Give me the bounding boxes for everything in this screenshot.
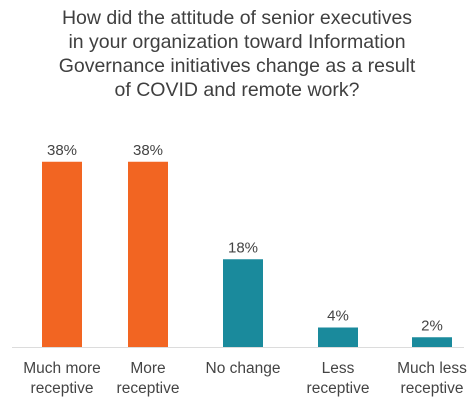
value-label-3: 18% <box>228 239 258 256</box>
value-labels-group: 38% 38% 18% 4% 2% <box>47 142 443 335</box>
bar-4 <box>318 327 358 347</box>
category-label-1-line-1: Much more <box>23 360 101 377</box>
category-label-2-line-2: receptive <box>117 380 180 397</box>
category-label-5-line-1: Much less <box>397 360 467 377</box>
value-label-5: 2% <box>421 317 443 334</box>
bars-group <box>42 161 452 347</box>
chart-title-line-1: How did the attitude of senior executive… <box>61 7 413 29</box>
chart-title-line-2: in your organization toward Information <box>68 31 406 53</box>
value-label-1: 38% <box>47 142 77 159</box>
bar-3 <box>223 259 263 347</box>
chart-title: How did the attitude of senior executive… <box>0 6 474 102</box>
value-label-2: 38% <box>133 142 163 159</box>
category-label-4-line-2: receptive <box>307 380 370 397</box>
category-label-3-line-1: No change <box>206 360 281 377</box>
category-label-1-line-2: receptive <box>31 380 94 397</box>
bar-1 <box>42 161 82 347</box>
chart-title-line-4: of COVID and remote work? <box>114 79 360 101</box>
category-label-5-line-2: receptive <box>401 380 464 397</box>
category-labels-group: Much more receptive More receptive No change… <box>23 360 467 397</box>
bar-2 <box>128 161 168 347</box>
chart-title-line-3: Governance initiatives change as a resul… <box>58 55 416 77</box>
category-label-2-line-1: More <box>130 360 165 377</box>
category-label-4-line-1: Less <box>322 360 355 377</box>
bar-5 <box>412 337 452 347</box>
value-label-4: 4% <box>327 308 349 325</box>
